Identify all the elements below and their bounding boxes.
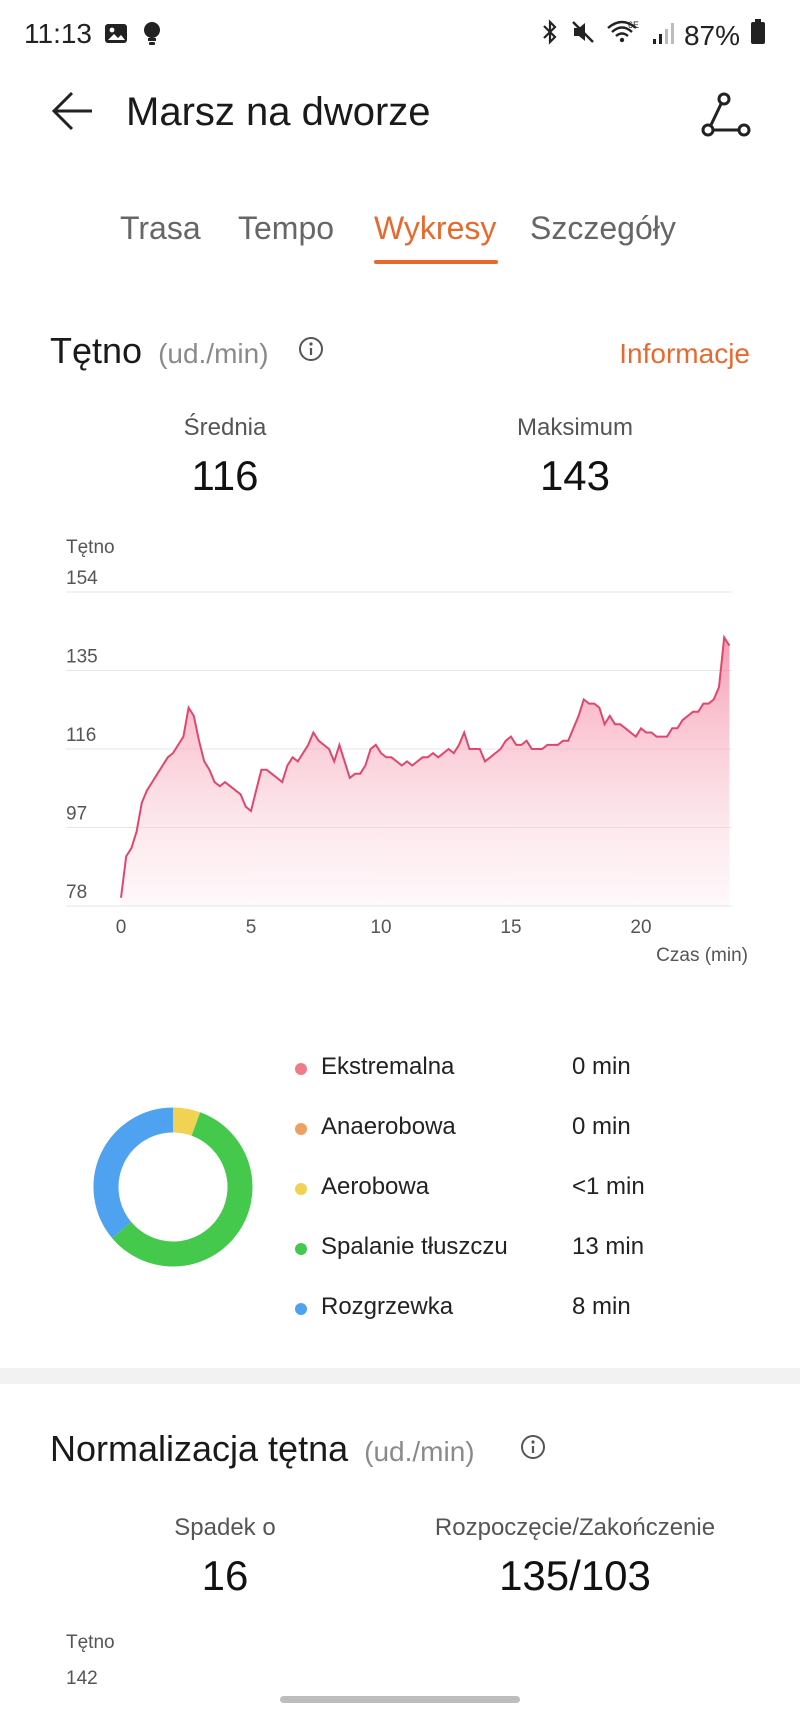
zone-value: <1 min xyxy=(572,1173,645,1200)
y-tick-labels: 154 135 116 97 78 xyxy=(66,568,98,903)
mute-icon xyxy=(570,19,596,52)
zone-dot xyxy=(295,1243,307,1255)
svg-text:6E: 6E xyxy=(628,20,639,30)
donut-segment-rozgrzewka xyxy=(93,1107,174,1239)
battery-percent: 87% xyxy=(683,19,740,51)
zone-name: Ekstremalna xyxy=(321,1053,455,1080)
chart-x-label: Czas (min) xyxy=(656,945,748,966)
x-tick-label: 5 xyxy=(246,917,257,938)
wifi-icon: 6E xyxy=(606,18,642,53)
zone-name: Spalanie tłuszczu xyxy=(321,1233,508,1260)
x-tick-label: 0 xyxy=(116,917,127,938)
heart-rate-chart: Tętno 154 135 116 97 78 0 5 10 15 20 Czas (min) xyxy=(66,537,748,966)
route-button[interactable] xyxy=(700,92,752,138)
y-tick-label: 154 xyxy=(66,568,98,589)
avg-label: Średnia xyxy=(183,414,267,441)
avg-value: 116 xyxy=(191,452,259,499)
gallery-icon xyxy=(104,22,130,46)
heart-rate-area xyxy=(121,637,730,906)
y-tick-label: 116 xyxy=(66,725,96,746)
y-tick-label: 135 xyxy=(66,647,98,668)
zones-donut-chart xyxy=(93,1107,253,1267)
norm-chart-y-label: Tętno xyxy=(66,1632,115,1653)
zone-name: Anaerobowa xyxy=(321,1113,456,1140)
start-end-label: Rozpoczęcie/Zakończenie xyxy=(434,1514,716,1541)
info-link[interactable]: Informacje xyxy=(619,338,750,369)
zone-row-anaerobowa: Anaerobowa 0 min xyxy=(295,1109,695,1149)
y-tick-label: 78 xyxy=(66,882,87,903)
x-tick-label: 10 xyxy=(370,917,391,938)
zone-row-spalanie: Spalanie tłuszczu 13 min xyxy=(295,1229,695,1269)
chart-y-label: Tętno xyxy=(66,537,115,558)
section-divider xyxy=(0,1368,800,1384)
tab-trasa[interactable]: Trasa xyxy=(120,210,201,246)
section-unit: (ud./min) xyxy=(158,338,269,369)
zone-row-rozgrzewka: Rozgrzewka 8 min xyxy=(295,1289,695,1329)
norm-chart-top-tick: 142 xyxy=(66,1668,98,1689)
zone-row-aerobowa: Aerobowa <1 min xyxy=(295,1169,695,1209)
battery-icon xyxy=(750,19,766,52)
route-icon xyxy=(700,92,752,142)
drop-label: Spadek o xyxy=(174,1514,276,1541)
tab-tempo[interactable]: Tempo xyxy=(238,210,335,246)
section-unit: (ud./min) xyxy=(364,1436,475,1467)
max-value: 143 xyxy=(539,452,611,499)
home-indicator[interactable] xyxy=(280,1696,520,1703)
zone-name: Rozgrzewka xyxy=(321,1293,454,1320)
tab-szczegoly[interactable]: Szczegóły xyxy=(530,210,676,246)
zone-value: 8 min xyxy=(572,1293,631,1320)
max-label: Maksimum xyxy=(516,414,633,441)
page-title: Marsz na dworze xyxy=(126,90,431,134)
tab-bar: Trasa Tempo Wykresy Szczegóły xyxy=(0,210,800,270)
info-icon[interactable] xyxy=(520,1434,546,1460)
x-tick-label: 15 xyxy=(500,917,521,938)
section-title: Tętno xyxy=(50,330,143,371)
heart-rate-heading: Tętno (ud./min) xyxy=(50,330,269,372)
status-right: 6E 87% xyxy=(540,18,766,53)
zone-dot xyxy=(295,1123,307,1135)
signal-icon xyxy=(652,20,674,52)
arrow-left-icon xyxy=(50,91,96,138)
start-end-value: 135/103 xyxy=(499,1552,651,1599)
bulb-icon xyxy=(142,20,162,48)
drop-value: 16 xyxy=(201,1552,249,1599)
x-tick-labels: 0 5 10 15 20 xyxy=(116,917,652,938)
zone-name: Aerobowa xyxy=(321,1173,430,1200)
tab-wykresy[interactable]: Wykresy xyxy=(374,210,497,246)
zone-row-ekstremalna: Ekstremalna 0 min xyxy=(295,1049,695,1089)
zone-value: 13 min xyxy=(572,1233,645,1260)
y-tick-label: 97 xyxy=(66,804,87,825)
section-title: Normalizacja tętna xyxy=(50,1428,349,1469)
donut-segment-aerobowa xyxy=(172,1107,201,1136)
heart-rate-line xyxy=(120,634,731,898)
normalization-heading: Normalizacja tętna (ud./min) xyxy=(50,1428,475,1470)
zone-value: 0 min xyxy=(572,1113,631,1140)
status-time: 11:13 xyxy=(24,18,92,49)
donut-segment-spalanie xyxy=(112,1112,253,1267)
info-icon[interactable] xyxy=(298,336,324,362)
zone-dot xyxy=(295,1063,307,1075)
active-tab-indicator xyxy=(374,260,498,264)
bluetooth-icon xyxy=(540,18,560,53)
x-tick-label: 20 xyxy=(630,917,651,938)
zone-value: 0 min xyxy=(572,1053,631,1080)
zone-dot xyxy=(295,1183,307,1195)
zone-dot xyxy=(295,1303,307,1315)
back-button[interactable] xyxy=(50,88,96,134)
